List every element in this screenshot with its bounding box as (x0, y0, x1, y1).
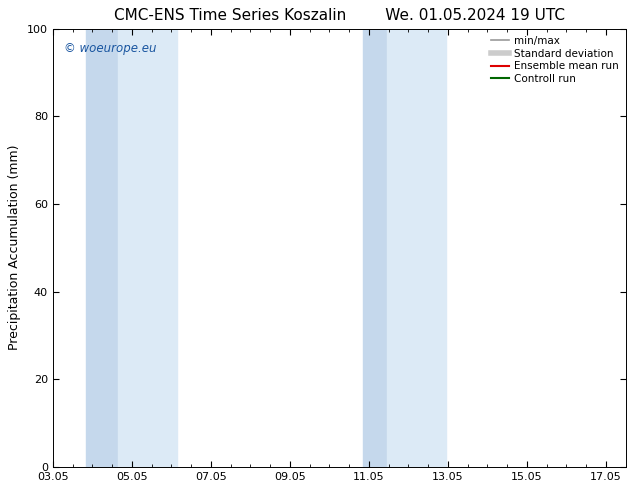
Title: CMC-ENS Time Series Koszalin        We. 01.05.2024 19 UTC: CMC-ENS Time Series Koszalin We. 01.05.2… (113, 8, 565, 24)
Y-axis label: Precipitation Accumulation (mm): Precipitation Accumulation (mm) (8, 145, 22, 350)
Bar (86, 29, 118, 467)
Bar (118, 29, 178, 467)
Text: © woeurope.eu: © woeurope.eu (64, 42, 157, 55)
Bar (363, 29, 387, 467)
Legend: min/max, Standard deviation, Ensemble mean run, Controll run: min/max, Standard deviation, Ensemble me… (489, 34, 621, 86)
Bar (387, 29, 446, 467)
